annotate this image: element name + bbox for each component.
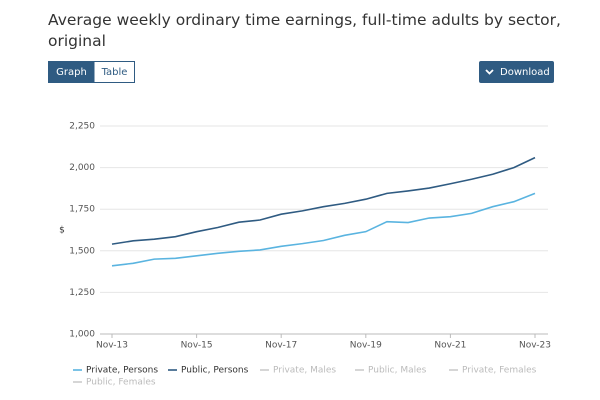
- download-label[interactable]: Download: [500, 67, 550, 78]
- legend-label[interactable]: Public, Males: [368, 366, 427, 376]
- legend-label[interactable]: Public, Persons: [181, 366, 249, 376]
- legend-label[interactable]: Private, Persons: [86, 366, 158, 376]
- x-tick-label: Nov-23: [519, 341, 551, 351]
- series-line: [111, 192, 536, 267]
- y-tick-label: 1,750: [69, 205, 95, 215]
- x-tick-label: Nov-21: [434, 341, 466, 351]
- y-tick-label: 2,000: [69, 163, 95, 173]
- graph-button[interactable]: [48, 61, 95, 83]
- legend-label[interactable]: Private, Males: [273, 366, 336, 376]
- download-button[interactable]: [479, 61, 554, 83]
- x-tick-label: Nov-17: [265, 341, 297, 351]
- x-tick-label: Nov-15: [181, 341, 213, 351]
- x-tick-label: Nov-19: [350, 341, 382, 351]
- legend-label[interactable]: Public, Females: [86, 378, 156, 388]
- y-tick-label: 1,000: [69, 330, 95, 340]
- y-axis-label: $: [59, 226, 65, 236]
- x-tick-label: Nov-13: [96, 341, 128, 351]
- y-tick-label: 2,250: [69, 122, 95, 132]
- graph-button-label[interactable]: Graph: [56, 67, 87, 78]
- y-tick-label: 1,500: [69, 246, 95, 256]
- series-line: [111, 156, 536, 245]
- chart-title: Average weekly ordinary time earnings, f…: [48, 11, 561, 50]
- table-button-label[interactable]: Table: [101, 67, 128, 78]
- download-icon: [485, 69, 494, 75]
- y-tick-label: 1,250: [69, 288, 95, 298]
- legend-label[interactable]: Private, Females: [462, 366, 537, 376]
